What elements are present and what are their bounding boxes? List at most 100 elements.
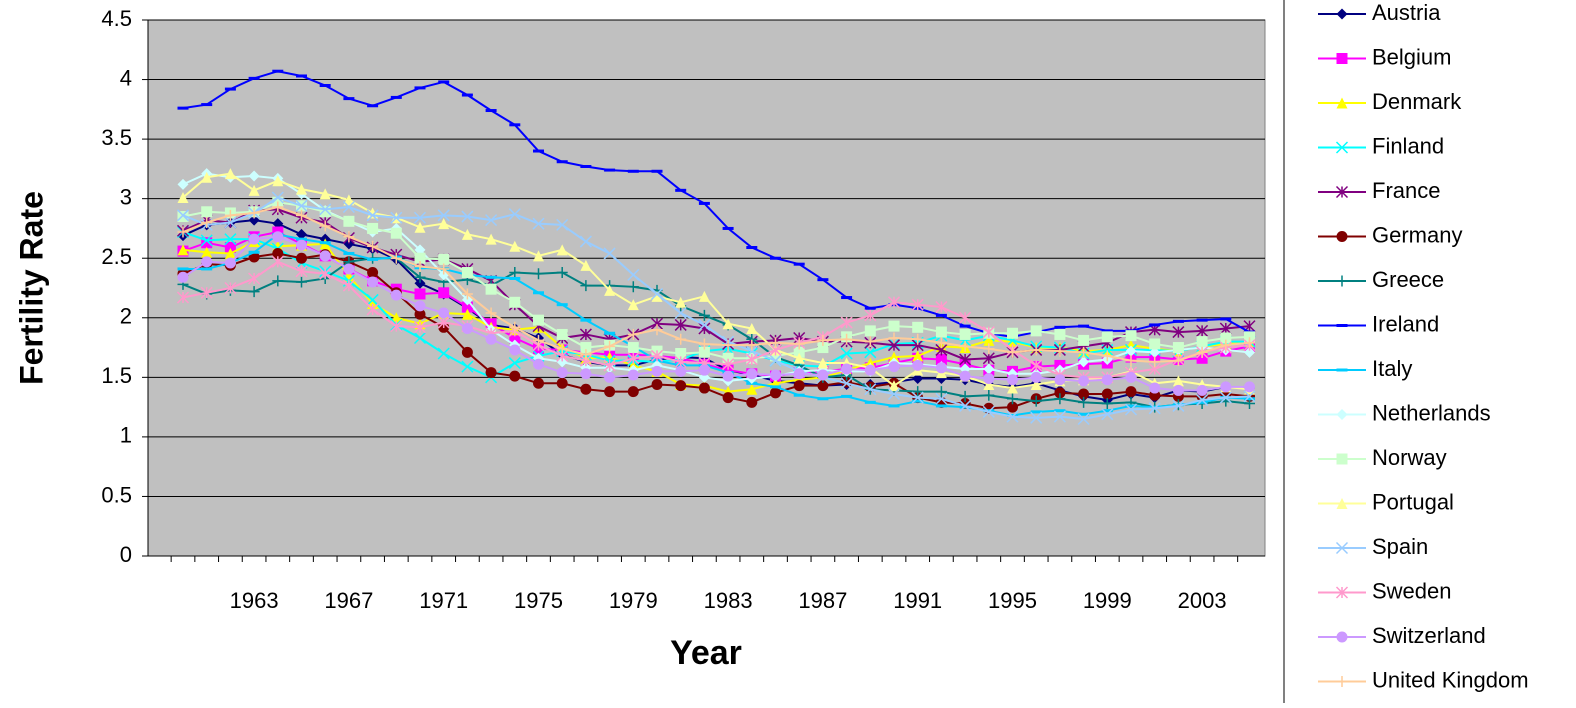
- legend-label: Greece: [1372, 267, 1444, 292]
- marker: [533, 250, 544, 262]
- marker: [722, 352, 734, 364]
- marker: [533, 377, 544, 389]
- marker: [698, 382, 710, 394]
- marker: [627, 352, 640, 365]
- marker: [1078, 356, 1090, 368]
- marker: [461, 360, 474, 373]
- marker: [485, 307, 497, 319]
- y-tick-label: 4.5: [101, 6, 132, 31]
- legend-label: Germany: [1372, 222, 1462, 247]
- marker: [177, 226, 189, 238]
- marker: [1030, 325, 1042, 337]
- marker: [176, 291, 190, 304]
- marker: [414, 221, 426, 233]
- marker: [627, 369, 639, 381]
- marker: [556, 367, 568, 379]
- marker: [200, 234, 213, 247]
- x-tick-label: 1991: [893, 588, 942, 613]
- marker: [413, 331, 427, 345]
- marker: [1335, 185, 1349, 199]
- marker: [841, 363, 853, 375]
- legend-label: Finland: [1372, 133, 1444, 158]
- marker: [296, 276, 307, 288]
- marker: [319, 203, 332, 216]
- marker: [1054, 374, 1066, 386]
- marker: [509, 267, 521, 279]
- marker: [1243, 390, 1256, 403]
- x-tick-label: 1995: [988, 588, 1037, 613]
- x-tick-label: 1971: [419, 588, 468, 613]
- legend-label: Portugal: [1372, 489, 1454, 514]
- y-tick-label: 1.5: [101, 363, 132, 388]
- marker: [912, 386, 924, 398]
- marker: [841, 333, 853, 345]
- marker: [437, 347, 450, 360]
- marker: [533, 334, 544, 346]
- marker: [1125, 345, 1137, 357]
- marker: [509, 296, 521, 308]
- marker: [982, 405, 995, 418]
- marker: [248, 184, 260, 196]
- marker: [983, 378, 995, 390]
- marker: [533, 358, 544, 370]
- marker: [508, 208, 521, 221]
- marker: [1030, 378, 1042, 390]
- marker: [1196, 324, 1209, 337]
- marker: [390, 289, 402, 301]
- marker: [461, 228, 473, 240]
- marker: [319, 188, 331, 200]
- marker: [1030, 411, 1043, 424]
- marker: [887, 387, 901, 401]
- marker: [319, 206, 331, 218]
- marker: [840, 316, 853, 329]
- marker: [675, 333, 687, 345]
- marker: [627, 299, 639, 311]
- marker: [983, 389, 995, 401]
- marker: [982, 326, 995, 339]
- marker: [414, 252, 426, 264]
- marker: [698, 346, 710, 358]
- marker: [1101, 408, 1114, 421]
- series-line: [182, 252, 1250, 410]
- marker: [674, 355, 687, 368]
- marker: [1244, 346, 1255, 358]
- marker: [1030, 371, 1042, 383]
- marker: [390, 312, 402, 324]
- marker: [959, 390, 971, 402]
- marker: [272, 218, 284, 230]
- series-line: [182, 201, 1250, 360]
- marker: [603, 247, 616, 260]
- marker: [840, 347, 853, 360]
- marker: [1196, 384, 1208, 396]
- x-tick-label: 1963: [230, 588, 279, 613]
- marker: [1336, 275, 1348, 287]
- marker: [1030, 395, 1042, 407]
- marker: [1244, 337, 1255, 349]
- marker: [722, 358, 735, 371]
- marker: [438, 307, 450, 319]
- marker: [296, 252, 307, 264]
- marker: [342, 279, 355, 292]
- marker: [770, 350, 781, 362]
- marker: [770, 369, 781, 381]
- marker: [272, 201, 284, 213]
- y-tick-label: 2: [120, 304, 132, 329]
- marker: [817, 380, 829, 392]
- marker: [627, 268, 640, 281]
- marker: [367, 240, 379, 252]
- marker: [248, 286, 260, 298]
- marker: [272, 247, 284, 259]
- marker: [580, 280, 592, 292]
- marker: [912, 373, 924, 385]
- marker: [746, 383, 758, 395]
- marker: [1172, 326, 1185, 339]
- marker: [461, 322, 473, 334]
- x-tick-label: 1967: [324, 588, 373, 613]
- marker: [248, 272, 261, 285]
- marker: [675, 296, 687, 308]
- marker: [1078, 334, 1090, 346]
- marker: [1101, 331, 1113, 343]
- marker: [1007, 374, 1018, 386]
- marker: [1007, 327, 1018, 339]
- marker: [367, 222, 379, 234]
